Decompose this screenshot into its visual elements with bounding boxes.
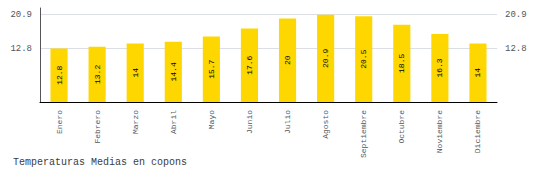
svg-text:Enero: Enero	[55, 110, 64, 134]
svg-text:Diciembre: Diciembre	[473, 110, 482, 153]
svg-text:14: 14	[131, 68, 140, 78]
svg-text:12.8: 12.8	[10, 44, 32, 54]
svg-text:Octubre: Octubre	[397, 110, 406, 144]
svg-text:Febrero: Febrero	[93, 110, 102, 144]
svg-text:12.8: 12.8	[505, 44, 527, 54]
svg-text:Julio: Julio	[283, 110, 292, 134]
svg-text:20.9: 20.9	[505, 10, 527, 20]
svg-text:Abril: Abril	[169, 110, 178, 134]
svg-text:Junio: Junio	[245, 110, 254, 134]
svg-text:16.3: 16.3	[435, 58, 444, 77]
svg-text:14: 14	[473, 68, 482, 78]
svg-text:20: 20	[283, 55, 292, 65]
svg-text:Temperaturas Medias en copons: Temperaturas Medias en copons	[13, 157, 187, 168]
svg-text:Mayo: Mayo	[207, 110, 216, 129]
svg-text:Noviembre: Noviembre	[435, 110, 444, 153]
svg-text:15.7: 15.7	[207, 59, 216, 78]
svg-text:20.5: 20.5	[359, 49, 368, 68]
svg-text:12.8: 12.8	[55, 65, 64, 84]
svg-text:20.9: 20.9	[10, 10, 32, 20]
svg-text:Septiembre: Septiembre	[359, 110, 368, 158]
svg-text:17.6: 17.6	[245, 55, 254, 74]
svg-text:14.4: 14.4	[169, 62, 178, 81]
svg-text:13.2: 13.2	[93, 65, 102, 84]
svg-text:Agosto: Agosto	[321, 110, 330, 139]
svg-text:Marzo: Marzo	[131, 110, 140, 134]
svg-text:18.5: 18.5	[397, 54, 406, 73]
svg-text:20.9: 20.9	[321, 49, 330, 68]
